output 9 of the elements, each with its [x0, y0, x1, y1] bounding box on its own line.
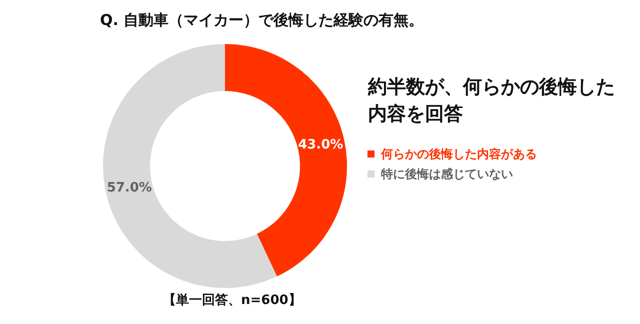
legend-label: 特に後悔は感じていない	[380, 167, 513, 181]
donut-slice	[103, 44, 277, 288]
text: 約半数が、何らかの後悔した内容を回答	[368, 75, 616, 127]
legend-label: 何らかの後悔した内容がある	[380, 147, 537, 161]
text: 【単一回答、n=600】	[163, 292, 302, 310]
donut-slice	[225, 44, 347, 276]
data-label: 43.0%	[298, 138, 344, 153]
chart-title: Q. 自動車（マイカー）で後悔した経験の有無。	[100, 11, 424, 29]
data-label: 57.0%	[106, 180, 152, 196]
